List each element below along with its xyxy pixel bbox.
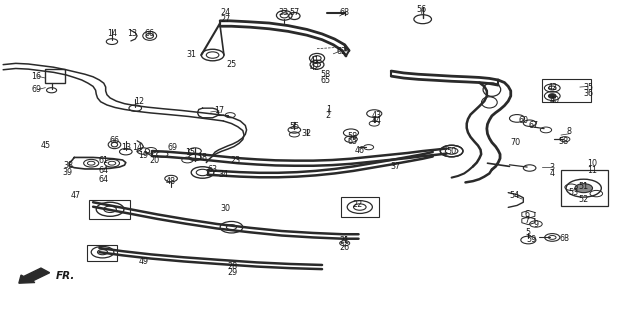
Text: 43: 43 [371, 111, 381, 120]
Text: 70: 70 [511, 138, 521, 147]
Text: 68: 68 [340, 8, 350, 17]
Text: 26: 26 [340, 243, 350, 252]
Text: 18: 18 [198, 153, 208, 162]
Text: 51: 51 [579, 182, 589, 191]
Text: 56: 56 [416, 5, 426, 14]
Text: 44: 44 [371, 116, 381, 125]
Text: 16: 16 [31, 72, 42, 81]
Text: 53: 53 [569, 188, 579, 197]
Bar [542, 79, 591, 102]
Bar [341, 197, 379, 217]
Text: 47: 47 [70, 191, 81, 200]
Text: 15: 15 [185, 148, 195, 156]
Bar [45, 69, 65, 83]
Text: 42: 42 [547, 83, 557, 92]
Text: 54: 54 [509, 191, 520, 200]
Text: 64: 64 [99, 166, 109, 175]
Text: 28: 28 [228, 262, 238, 271]
Text: 32: 32 [302, 129, 312, 138]
Text: 34: 34 [218, 170, 228, 179]
Text: 20: 20 [149, 156, 159, 165]
Text: 6: 6 [525, 210, 530, 219]
Text: 55: 55 [289, 122, 299, 131]
Text: 33: 33 [278, 8, 288, 17]
Text: 24: 24 [220, 8, 230, 17]
Text: 36: 36 [583, 89, 593, 98]
Text: 48: 48 [166, 177, 176, 186]
Text: 5: 5 [526, 228, 531, 237]
Text: 62: 62 [337, 47, 347, 56]
Text: 29: 29 [228, 268, 238, 277]
Text: 69: 69 [31, 85, 42, 94]
Text: 63: 63 [208, 165, 218, 174]
Text: 42: 42 [309, 63, 320, 72]
FancyArrow shape [19, 268, 50, 283]
Text: 58: 58 [347, 132, 357, 140]
Text: 46: 46 [355, 146, 365, 155]
Text: 13: 13 [127, 29, 137, 38]
Text: 65: 65 [347, 137, 357, 146]
Text: 14: 14 [132, 143, 142, 152]
Text: 14: 14 [107, 29, 117, 38]
Text: 22: 22 [352, 200, 362, 209]
Text: 30: 30 [220, 204, 230, 213]
Text: FR.: FR. [55, 271, 75, 281]
Text: 3: 3 [550, 163, 555, 172]
Text: 4: 4 [550, 169, 555, 178]
Text: 10: 10 [587, 159, 598, 168]
Text: 11: 11 [587, 166, 598, 175]
Text: 52: 52 [579, 195, 589, 204]
Text: 35: 35 [583, 83, 593, 92]
Text: 17: 17 [214, 106, 224, 115]
Text: 58: 58 [558, 137, 568, 146]
Text: 50: 50 [447, 147, 457, 156]
Text: 60: 60 [518, 116, 528, 124]
Text: 37: 37 [390, 162, 400, 171]
Text: 64: 64 [99, 175, 109, 184]
Text: 40: 40 [550, 96, 560, 105]
Text: 65: 65 [321, 76, 331, 85]
Circle shape [575, 184, 593, 193]
Text: 59: 59 [526, 235, 537, 244]
Text: 25: 25 [226, 60, 237, 68]
Text: 58: 58 [321, 70, 331, 79]
Text: 38: 38 [63, 161, 73, 170]
Text: 68: 68 [560, 234, 570, 243]
Text: 66: 66 [109, 136, 120, 145]
Text: 27: 27 [220, 15, 230, 24]
Text: 21: 21 [340, 236, 350, 245]
Text: 69: 69 [168, 143, 178, 152]
Bar [89, 200, 130, 219]
Text: 8: 8 [567, 127, 572, 136]
Bar [561, 170, 608, 206]
Text: 57: 57 [289, 8, 299, 17]
Text: 31: 31 [187, 50, 197, 59]
Text: 9: 9 [533, 220, 538, 229]
Text: 7: 7 [525, 216, 530, 225]
Text: 41: 41 [309, 56, 320, 65]
Ellipse shape [548, 94, 556, 98]
Text: 13: 13 [121, 143, 131, 152]
Text: 12: 12 [135, 97, 145, 106]
Text: 45: 45 [40, 141, 50, 150]
Text: 61: 61 [99, 156, 109, 165]
Text: 2: 2 [326, 111, 331, 120]
Text: 39: 39 [63, 168, 73, 177]
Bar [87, 245, 117, 261]
Text: 23: 23 [231, 156, 241, 165]
Text: 67: 67 [528, 121, 538, 130]
Text: 66: 66 [145, 29, 155, 38]
Text: 49: 49 [138, 257, 148, 266]
Text: 1: 1 [326, 105, 331, 114]
Text: 19: 19 [138, 151, 148, 160]
